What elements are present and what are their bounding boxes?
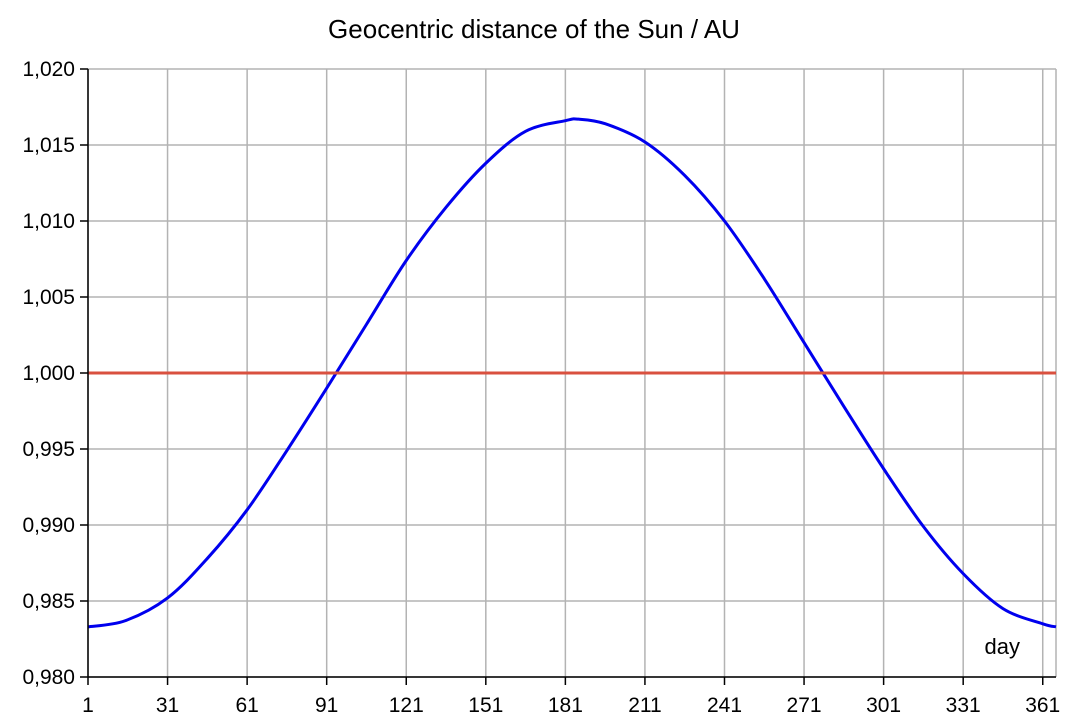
x-tick-label: 121: [389, 694, 424, 717]
y-tick-label: 1,020: [22, 58, 75, 81]
y-tick-label: 1,010: [22, 210, 75, 233]
x-axis-label: day: [985, 634, 1020, 659]
y-tick-label: 0,985: [22, 590, 75, 613]
series-group: [87, 117, 1057, 629]
y-tick-label: 1,000: [22, 362, 75, 385]
x-tick-label: 301: [866, 694, 901, 717]
tick-labels: 0,980 0,985 0,990 0,995 1,000 1,005 1,010 1,015…: [22, 58, 1060, 717]
y-tick-label: 1,005: [22, 286, 75, 309]
x-tick-label: 331: [946, 694, 981, 717]
x-tick-label: 211: [628, 694, 661, 717]
series-line-distance: [87, 117, 1057, 629]
x-tick-label: 31: [156, 694, 179, 717]
y-tick-label: 0,990: [22, 514, 75, 537]
chart-title: Geocentric distance of the Sun / AU: [328, 14, 740, 44]
x-tick-label: 181: [548, 694, 583, 717]
x-tick-label: 91: [315, 694, 338, 717]
x-tick-label: 361: [1025, 694, 1060, 717]
x-tick-label: 241: [707, 694, 742, 717]
y-tick-label: 0,980: [22, 666, 75, 689]
x-tick-label: 151: [468, 694, 503, 717]
y-tick-label: 0,995: [22, 438, 75, 461]
x-tick-label: 61: [235, 694, 258, 717]
x-tick-label: 271: [787, 694, 822, 717]
axes: [80, 68, 1056, 685]
y-tick-label: 1,015: [22, 134, 75, 157]
x-tick-label: 1: [82, 694, 94, 717]
